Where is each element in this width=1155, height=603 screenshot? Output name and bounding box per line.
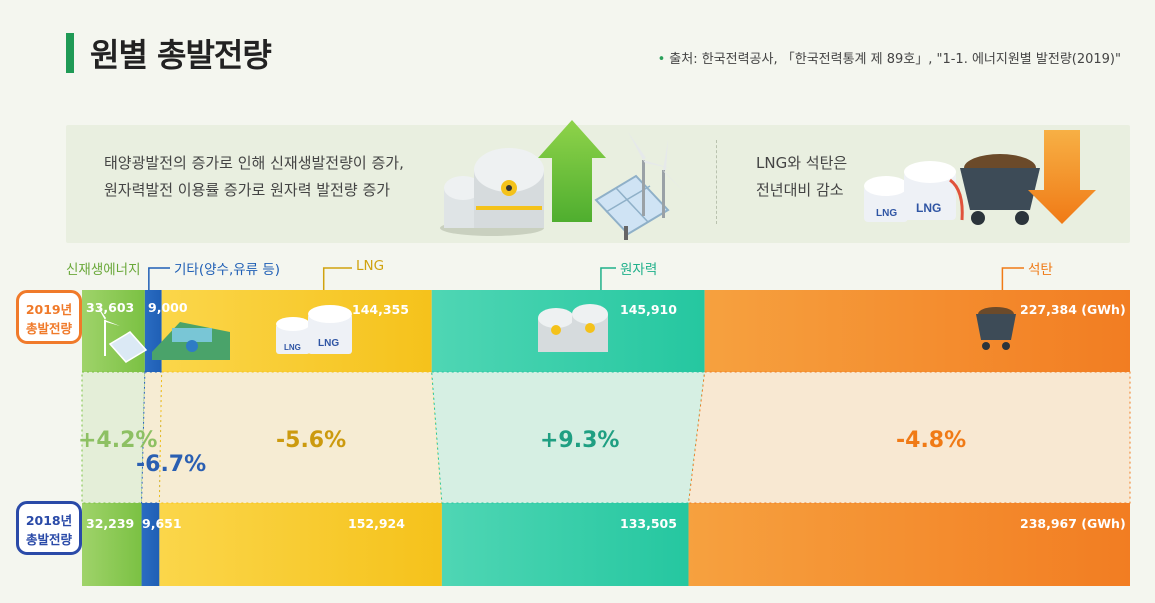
banner-left-text: 태양광발전의 증가로 인해 신재생발전량이 증가, 원자력발전 이용률 증가로 …: [104, 150, 404, 204]
change-coal: -4.8%: [896, 428, 967, 453]
svg-text:LNG: LNG: [284, 343, 301, 352]
banner-left-line2: 원자력발전 이용률 증가로 원자력 발전량 증가: [104, 181, 391, 199]
value-coal-2018: 238,967 (GWh): [1020, 516, 1126, 531]
pumped-storage-bar-icon: [152, 322, 230, 360]
bar-2018-other: [141, 503, 160, 586]
year-2019-box: 2019년 총발전량: [16, 290, 82, 344]
down-arrow-icon: [1028, 130, 1096, 224]
value-renewable-2019: 33,603: [86, 300, 135, 315]
change-renewable: +4.2%: [78, 428, 158, 453]
label-coal: 석탄: [1028, 262, 1053, 278]
value-other-2019: 9,000: [148, 300, 188, 315]
lng-bar-icon: LNG LNG: [276, 305, 352, 354]
change-lng: -5.6%: [276, 428, 347, 453]
band-renewable: [81, 371, 146, 504]
category-leaders: [148, 267, 1024, 290]
solar-panel-icon: [594, 174, 670, 240]
year-2018-label: 2018년: [25, 513, 73, 528]
svg-text:LNG: LNG: [876, 208, 897, 219]
bullet-icon: •: [657, 52, 666, 67]
wind-solar-bar-icon: [96, 304, 148, 363]
bar-2018-nuclear: [441, 503, 689, 586]
label-other: 기타(양수,유류 등): [174, 262, 281, 278]
up-arrow-icon: [538, 120, 606, 222]
year-2018-sublabel: 총발전량: [25, 532, 72, 547]
label-lng: LNG: [356, 258, 385, 274]
value-renewable-2018: 32,239: [86, 516, 135, 531]
page-title: 원별 총발전량: [90, 36, 272, 74]
banner-right-text: LNG와 석탄은 전년대비 감소: [756, 150, 847, 204]
bar-2018-renewable: [82, 503, 142, 586]
leader-other: [148, 267, 170, 290]
source-text: 출처: 한국전력공사, 「한국전력통계 제 89호」, "1-1. 에너지원별 …: [669, 52, 1121, 67]
banner-left-line1: 태양광발전의 증가로 인해 신재생발전량이 증가,: [104, 154, 404, 172]
label-renewable: 신재생에너지: [66, 262, 141, 278]
bar-2018-coal: [688, 503, 1130, 586]
value-coal-2019: 227,384 (GWh): [1020, 302, 1126, 317]
band-other: [141, 371, 163, 504]
svg-text:LNG: LNG: [318, 338, 339, 349]
coal-cart-icon: [960, 154, 1040, 225]
band-nuclear: [431, 371, 706, 504]
band-coal: [687, 371, 1131, 504]
value-nuclear-2019: 145,910: [620, 302, 677, 317]
wind-turbine-icon: [628, 132, 688, 218]
banner-right-line1: LNG와 석탄은: [756, 154, 848, 172]
nuclear-bar-icon: [538, 304, 608, 352]
year-2019-label: 2019년: [25, 302, 73, 317]
bar-2018-lng: [159, 503, 442, 586]
banner-divider: [716, 140, 717, 224]
label-nuclear: 원자력: [620, 262, 658, 278]
year-2018-box: 2018년 총발전량: [16, 501, 82, 555]
leader-coal: [1001, 267, 1024, 290]
lng-tank-icon: LNG LNG: [864, 161, 964, 222]
coal-bar-icon: [976, 307, 1016, 350]
leader-lng: [322, 267, 352, 290]
change-nuclear: +9.3%: [540, 428, 620, 453]
value-lng-2019: 144,355: [352, 302, 409, 317]
nuclear-plant-icon: [440, 148, 544, 236]
leader-nuclear: [600, 267, 616, 290]
change-bands: [81, 371, 1131, 504]
svg-text:LNG: LNG: [916, 201, 941, 215]
change-other: -6.7%: [136, 452, 207, 477]
bars-2018: [82, 503, 1130, 586]
source-note: • 출처: 한국전력공사, 「한국전력통계 제 89호」, "1-1. 에너지원별…: [658, 48, 1121, 67]
value-lng-2018: 152,924: [348, 516, 405, 531]
year-2019-sublabel: 총발전량: [25, 321, 72, 336]
value-other-2018: 9,651: [142, 516, 182, 531]
value-nuclear-2018: 133,505: [620, 516, 677, 531]
banner-right-line2: 전년대비 감소: [756, 181, 844, 199]
title-accent-bar: [66, 33, 74, 73]
bar-2019-renewable: [82, 290, 145, 372]
bar-2019-coal: [704, 290, 1130, 372]
